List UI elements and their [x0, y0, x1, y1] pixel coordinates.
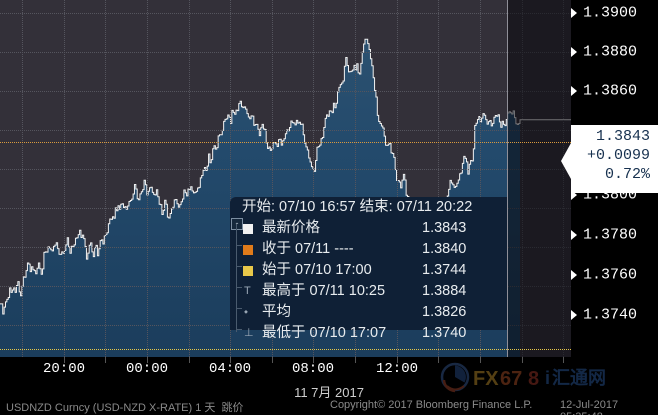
svg-text:汇通网: 汇通网 — [552, 368, 606, 388]
svg-text:8: 8 — [528, 368, 539, 390]
svg-text:FX: FX — [473, 368, 499, 390]
svg-text:i: i — [545, 368, 550, 388]
svg-text:67: 67 — [500, 368, 522, 390]
